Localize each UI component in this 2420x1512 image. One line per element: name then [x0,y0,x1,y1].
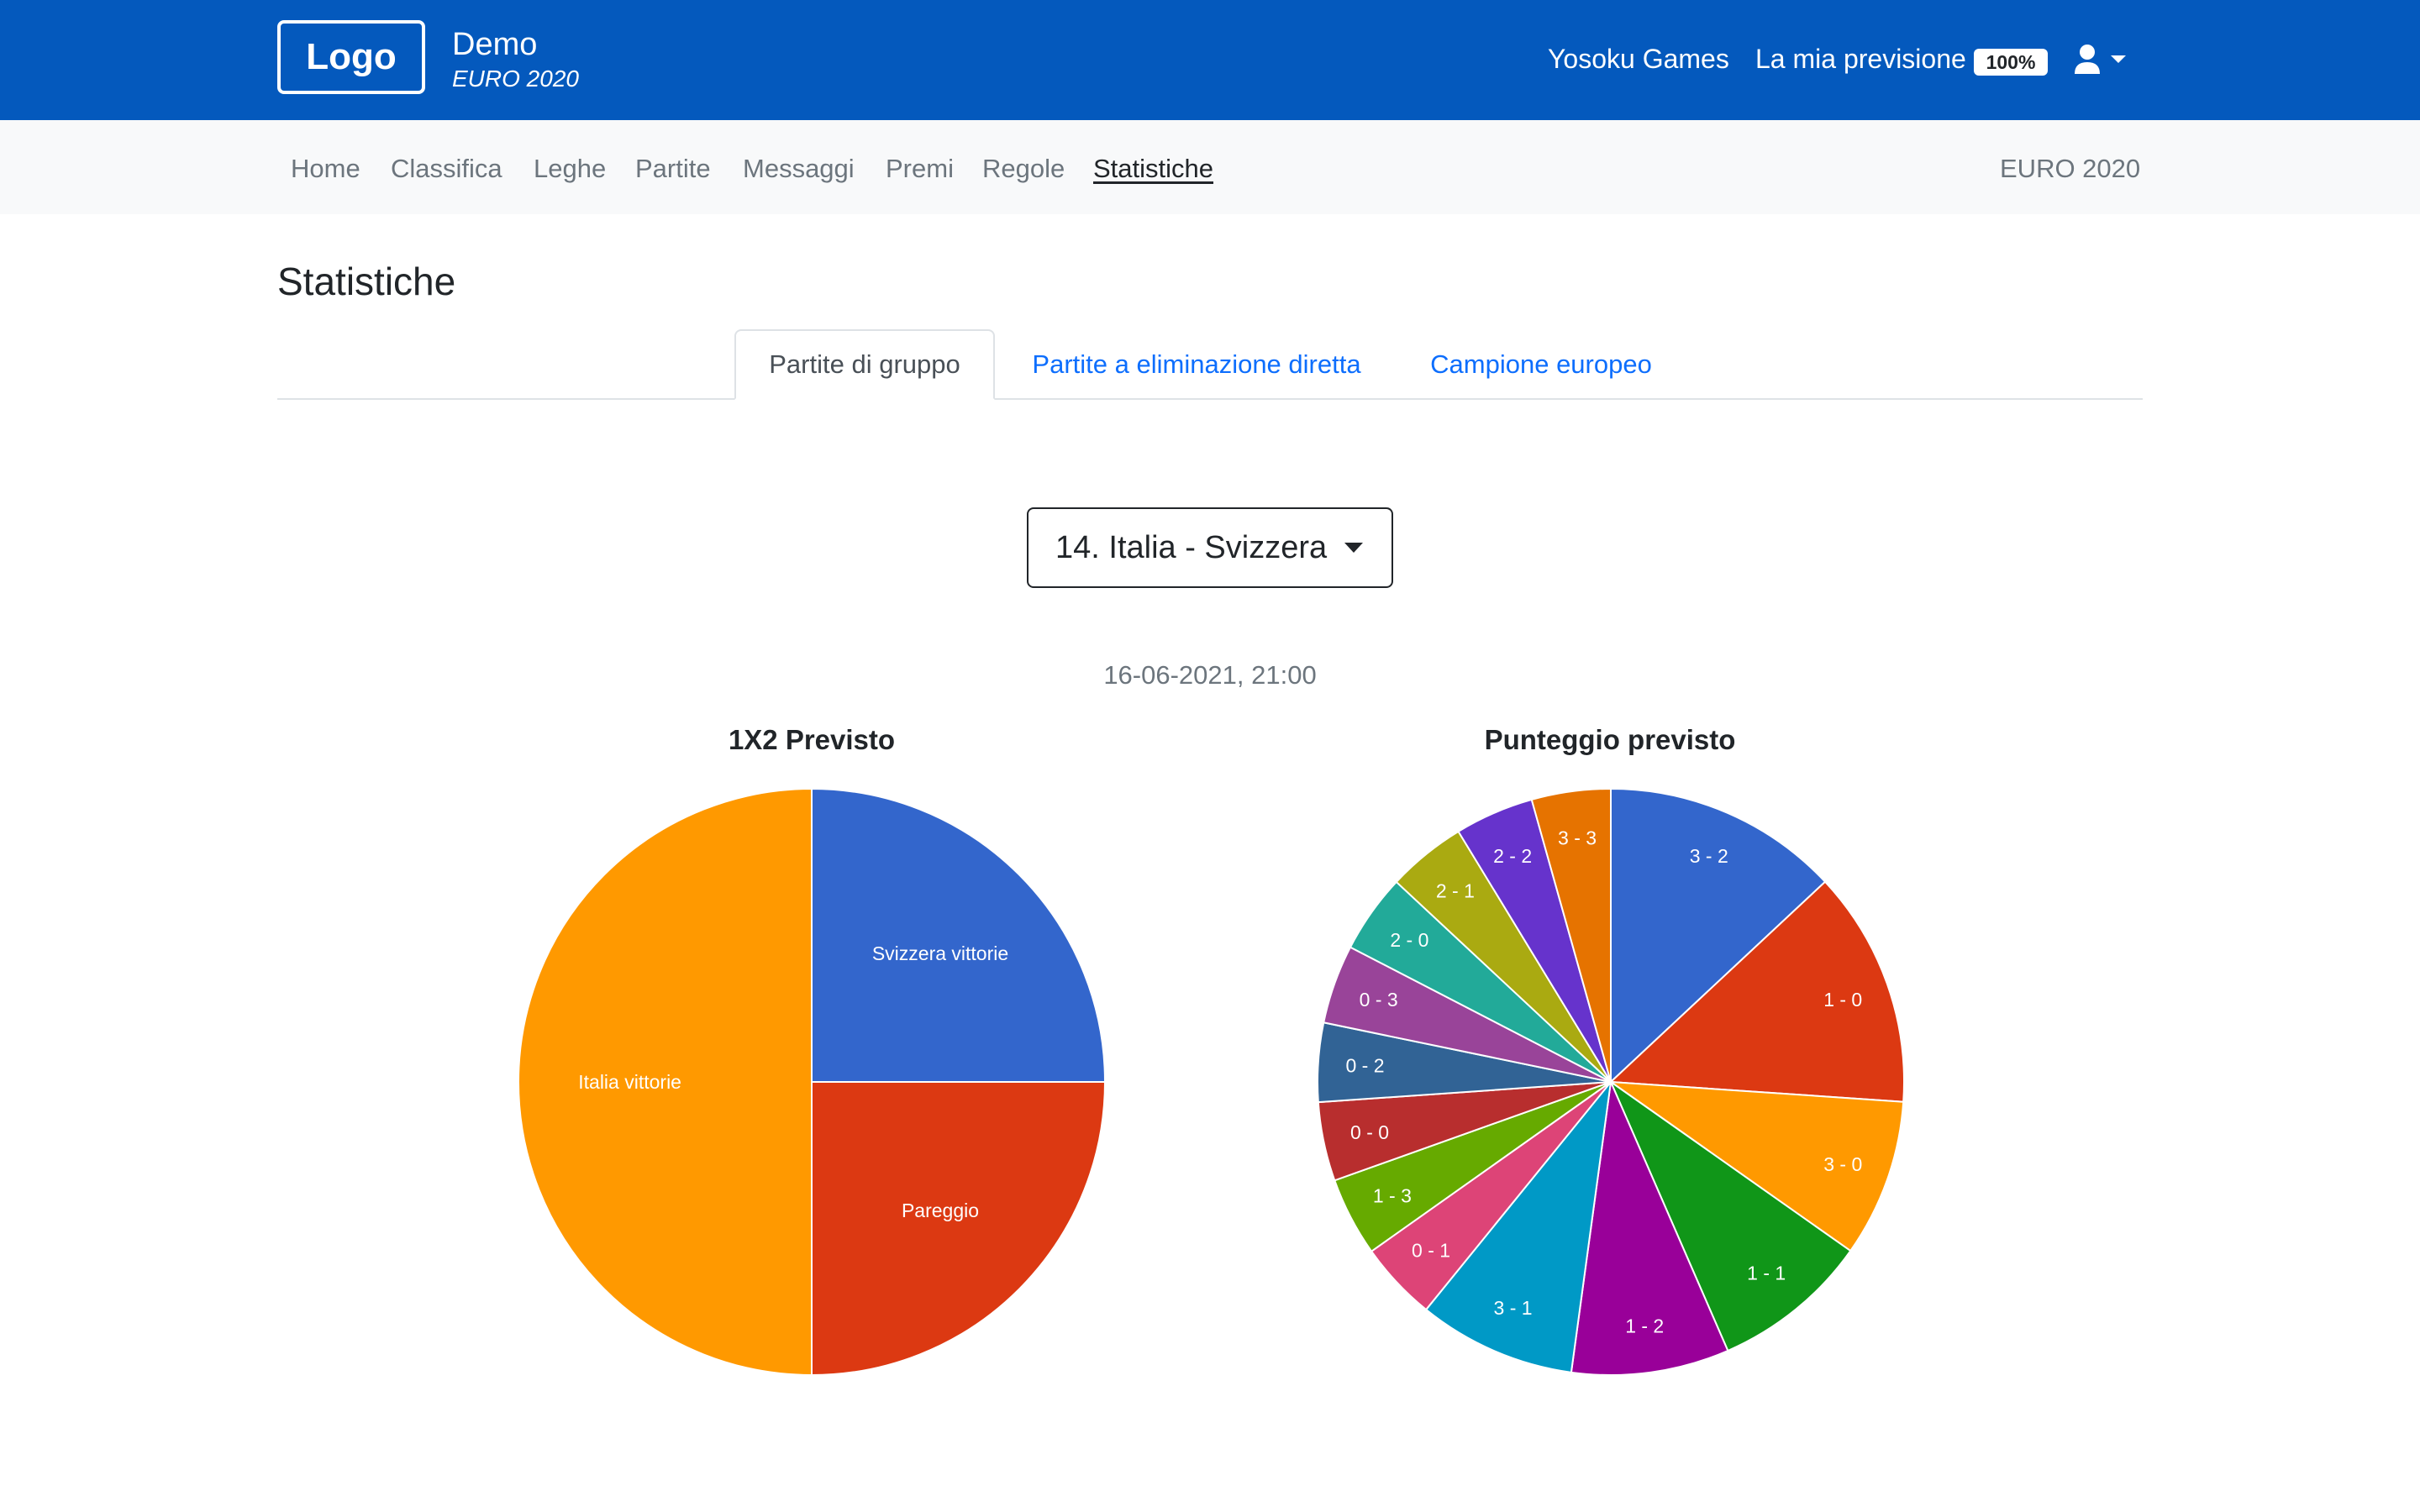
pie-label-1-0: 1 - 0 [1823,989,1862,1011]
tab-eliminazione-diretta[interactable]: Partite a eliminazione diretta [1032,349,1361,379]
nav-messaggi[interactable]: Messaggi [743,154,855,183]
tournament-label[interactable]: EURO 2020 [2000,154,2141,183]
logo[interactable]: Logo [277,20,425,94]
nav-regole[interactable]: Regole [982,154,1065,183]
user-menu-toggle[interactable] [2072,42,2136,79]
pie-slice-3-1[interactable] [1424,1079,1612,1373]
nav-classifica[interactable]: Classifica [391,154,502,183]
pie-label-italia-vittorie: Italia vittorie [578,1071,681,1093]
pie-label-pareggio: Pareggio [902,1200,979,1221]
tab-partite-di-gruppo[interactable]: Partite di gruppo [734,329,995,400]
pie-label-0-2: 0 - 2 [1345,1054,1384,1076]
pie-chart-score: 3 - 2 1 - 0 3 - 0 1 - 1 1 - 2 3 - 1 0 - 1 1 - 3… [1317,787,1905,1376]
pie-label-0-1: 0 - 1 [1412,1239,1450,1261]
brand-subtitle: EURO 2020 [452,66,579,92]
sub-navbar [0,120,2420,214]
pie-label-3-1: 3 - 1 [1494,1297,1533,1319]
nav-statistiche[interactable]: Statistiche [1093,154,1214,183]
match-date: 16-06-2021, 21:00 [1103,660,1317,690]
pie-chart-1x2: Svizzera vittorie Pareggio Italia vittorie [518,787,1107,1377]
yosoku-games-link[interactable]: Yosoku Games [1548,44,1729,74]
pie-label-3-2: 3 - 2 [1690,845,1728,867]
match-select-dropdown[interactable]: 14. Italia - Svizzera [1027,507,1393,588]
pie-slice-1-2[interactable] [1570,1079,1729,1376]
brand-title[interactable]: Demo [452,27,538,62]
tab-campione-europeo[interactable]: Campione europeo [1430,349,1652,379]
my-prediction-link[interactable]: La mia previsione [1755,44,1966,74]
pie-label-0-3: 0 - 3 [1360,989,1398,1011]
pie-label-2-0: 2 - 0 [1390,929,1428,951]
pie-label-3-0: 3 - 0 [1823,1153,1862,1175]
match-select-label: 14. Italia - Svizzera [1055,529,1328,565]
nav-premi[interactable]: Premi [886,154,954,183]
page-title: Statistiche [277,260,456,303]
pie-label-3-3: 3 - 3 [1558,827,1597,849]
pie-slice-italia-vittorie[interactable] [518,787,813,1377]
tabs-divider [277,398,2143,400]
chart-title-1x2: 1X2 Previsto [728,724,896,755]
user-icon [2075,45,2126,74]
pie-slice-pareggio[interactable] [811,1081,1107,1377]
nav-home[interactable]: Home [291,154,360,183]
pie-slice-1-0[interactable] [1608,880,1905,1103]
pie-slice-svizzera-vittorie[interactable] [811,787,1107,1083]
nav-partite[interactable]: Partite [635,154,711,183]
prediction-badge: 100% [1974,49,2048,76]
pie-slice-3-3[interactable] [1530,787,1612,1083]
pie-label-1-2: 1 - 2 [1625,1315,1664,1336]
caret-down-icon [1344,543,1363,553]
nav-leghe[interactable]: Leghe [534,154,607,183]
pie-slice-1-1[interactable] [1608,1079,1852,1352]
caret-down-icon [2111,55,2126,63]
pie-slice-3-0[interactable] [1607,1080,1905,1252]
pie-slice-3-2[interactable] [1610,787,1827,1084]
pie-label-0-0: 0 - 0 [1350,1121,1389,1143]
pie-label-2-1: 2 - 1 [1436,880,1475,902]
pie-label-1-3: 1 - 3 [1373,1184,1412,1206]
chart-title-score: Punteggio previsto [1484,724,1736,755]
pie-label-svizzera-vittorie: Svizzera vittorie [872,942,1008,964]
pie-label-1-1: 1 - 1 [1747,1262,1786,1284]
pie-label-2-2: 2 - 2 [1493,845,1532,867]
